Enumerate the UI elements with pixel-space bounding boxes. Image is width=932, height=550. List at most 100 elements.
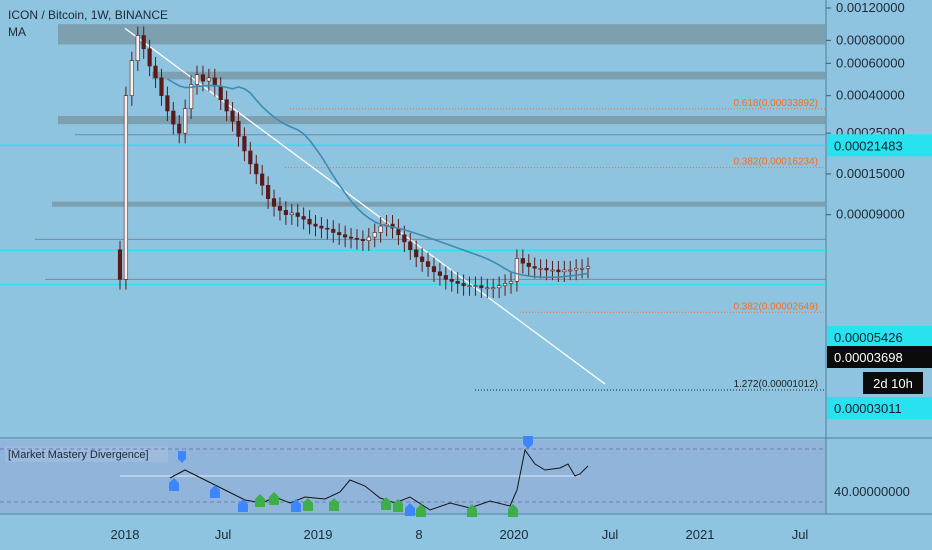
candle-body — [248, 150, 253, 165]
fib-level-label: 0.382(0.00002649) — [733, 301, 818, 312]
fib-level-label: 0.618(0.00033892) — [733, 98, 818, 109]
price-tick-label: 0.00040000 — [836, 88, 905, 103]
price-highlight-box — [827, 346, 932, 368]
candle-body — [366, 236, 371, 241]
fib-level-label: 0.382(0.00016234) — [733, 157, 818, 168]
candle-body — [319, 225, 324, 229]
price-tick-label: 0.00015000 — [836, 166, 905, 181]
resistance-zone — [58, 115, 826, 125]
candle-body — [331, 228, 336, 233]
candle-body — [159, 77, 164, 96]
candle-body — [129, 60, 134, 96]
candle-body — [579, 267, 585, 270]
candle-body — [135, 35, 140, 61]
countdown-box — [863, 372, 923, 394]
candle-body — [497, 285, 502, 289]
price-highlight-box — [827, 134, 932, 157]
resistance-zone — [52, 201, 826, 207]
time-tick-label: 2018 — [111, 527, 140, 542]
price-highlight-label: 0.00003011 — [834, 401, 902, 416]
price-highlight-box — [827, 397, 932, 419]
candle-body — [508, 281, 514, 284]
candle-body — [485, 287, 490, 290]
price-highlight-label: 0.00003698 — [834, 350, 903, 365]
candle-body — [568, 269, 573, 272]
candle-body — [289, 212, 294, 215]
bearish-marker — [329, 498, 339, 511]
candle-body — [562, 269, 567, 273]
bullish-marker — [238, 499, 248, 512]
candle-body — [425, 261, 431, 267]
candle-body — [585, 266, 591, 269]
bullish-marker — [169, 478, 179, 491]
candle-body — [479, 285, 484, 289]
bearish-marker — [269, 492, 279, 505]
candle-body — [337, 232, 342, 236]
indicator-title-bg — [5, 446, 168, 462]
candle-body — [360, 239, 365, 241]
candle-body — [271, 198, 277, 207]
candle-body — [194, 74, 200, 85]
price-tick-label: 0.00009000 — [836, 207, 905, 222]
candle-body — [378, 225, 383, 233]
bearish-marker — [381, 497, 391, 510]
price-highlight-box — [827, 326, 932, 348]
time-tick-label: 2021 — [686, 527, 715, 542]
price-tick-label: 0.00120000 — [836, 0, 905, 15]
candle-body — [200, 74, 206, 82]
time-tick-label: 8 — [415, 527, 422, 542]
candle-body — [171, 110, 176, 125]
candle-body — [153, 65, 158, 79]
resistance-zone — [58, 24, 826, 45]
candle-body — [538, 267, 543, 270]
bearish-marker — [393, 499, 403, 512]
candle-body — [520, 258, 525, 264]
candle-body — [254, 163, 259, 175]
price-tick-label: 0.00060000 — [836, 55, 905, 70]
resistance-zone — [152, 71, 826, 80]
candle-body — [206, 77, 211, 82]
candle-body — [165, 95, 170, 112]
candle-body — [313, 223, 318, 227]
bearish-marker — [467, 504, 477, 517]
bullish-marker — [178, 451, 186, 463]
indicator-tick-label: 40.00000000 — [834, 484, 910, 499]
fib-level-label: 1.272(0.00001012) — [733, 379, 818, 390]
candle-body — [556, 269, 561, 273]
price-tick-label: 0.00080000 — [836, 32, 905, 47]
trendline — [124, 27, 606, 385]
candle-body — [372, 232, 377, 238]
candle-body — [147, 48, 152, 67]
bullish-marker — [210, 485, 220, 498]
candle-body — [491, 287, 496, 290]
candle-body — [283, 210, 288, 215]
candle-body — [526, 262, 531, 267]
candle-body — [437, 271, 442, 276]
indicator-label: MA — [8, 25, 26, 39]
candle-body — [236, 121, 241, 137]
candle-body — [414, 249, 419, 258]
candle-body — [449, 279, 454, 282]
candle-body — [443, 275, 448, 280]
time-tick-label: Jul — [602, 527, 619, 542]
countdown-label: 2d 10h — [873, 376, 913, 391]
candle-body — [348, 236, 354, 239]
bullish-marker — [291, 499, 301, 512]
bearish-marker — [303, 498, 313, 511]
time-tick-label: Jul — [215, 527, 232, 542]
candle-body — [224, 99, 229, 112]
candle-body — [574, 267, 579, 271]
candle-body — [141, 35, 146, 50]
candle-body — [473, 285, 478, 287]
candle-body — [502, 283, 508, 286]
candle-body — [514, 258, 520, 282]
candle-body — [461, 283, 466, 286]
candle-body — [123, 95, 129, 280]
candle-body — [550, 269, 555, 272]
candle-body — [242, 136, 247, 152]
candle-body — [402, 234, 407, 243]
indicator-title: [Market Mastery Divergence] — [8, 449, 149, 461]
candle-body — [467, 285, 472, 287]
